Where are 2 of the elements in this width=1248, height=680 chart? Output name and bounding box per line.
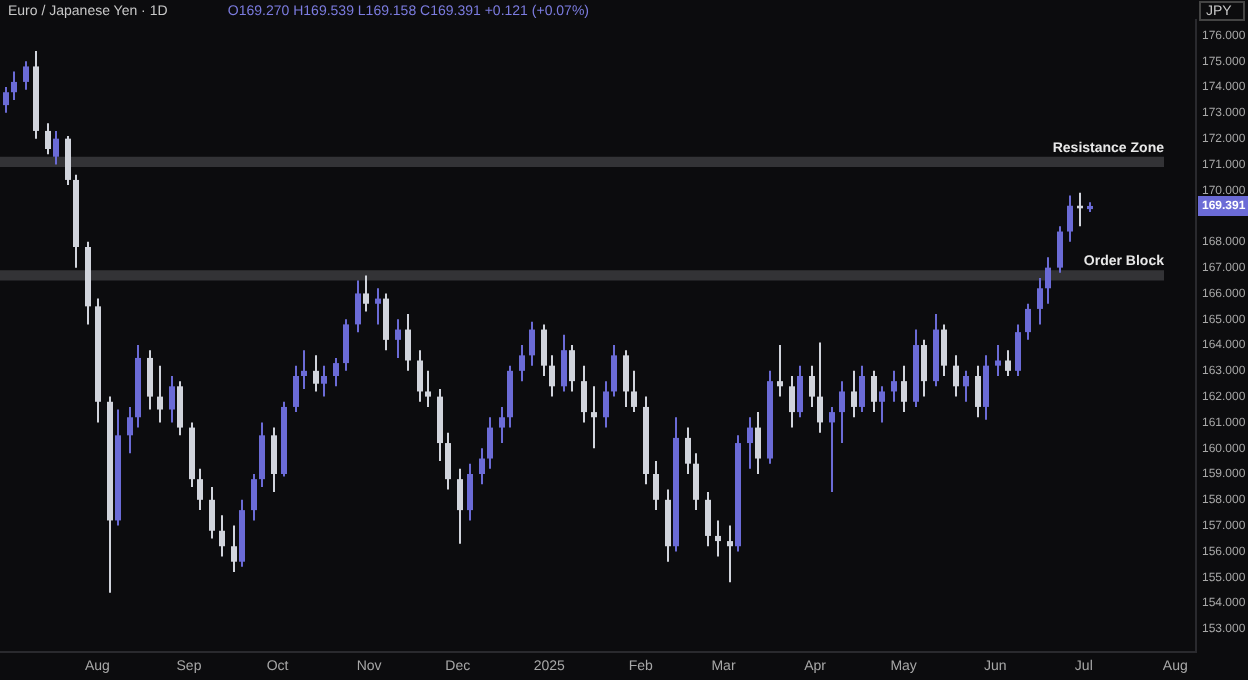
candlestick	[591, 386, 597, 449]
candlestick	[777, 345, 783, 397]
